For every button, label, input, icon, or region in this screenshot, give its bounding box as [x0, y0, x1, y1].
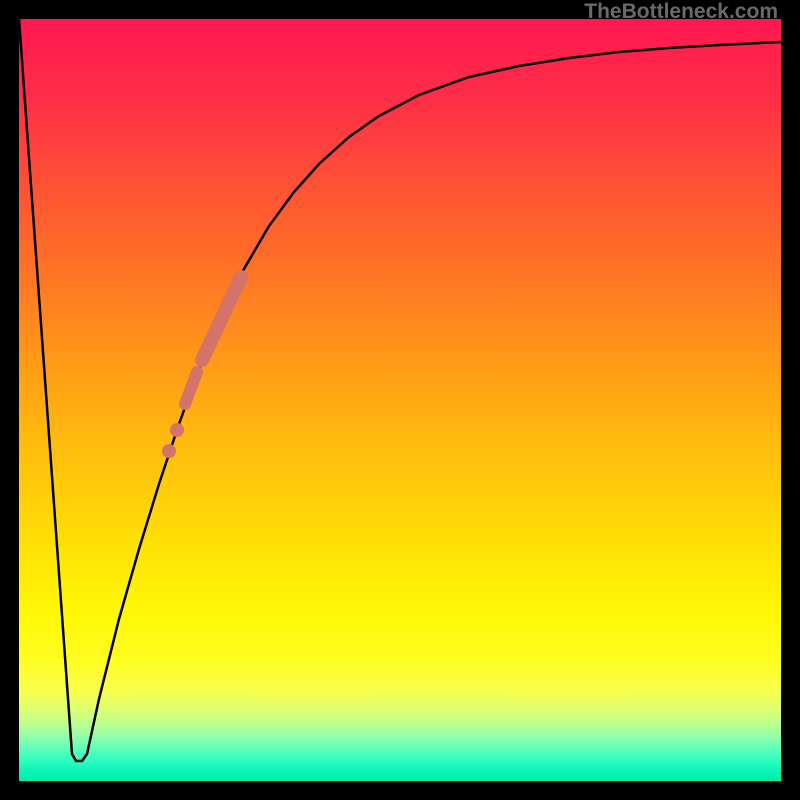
- curve-overlay: [19, 19, 781, 781]
- data-markers: [162, 277, 241, 458]
- plot-area: [19, 19, 781, 781]
- chart-container: TheBottleneck.com: [0, 0, 800, 800]
- bottleneck-curve: [19, 19, 781, 761]
- watermark-text: TheBottleneck.com: [584, 0, 778, 24]
